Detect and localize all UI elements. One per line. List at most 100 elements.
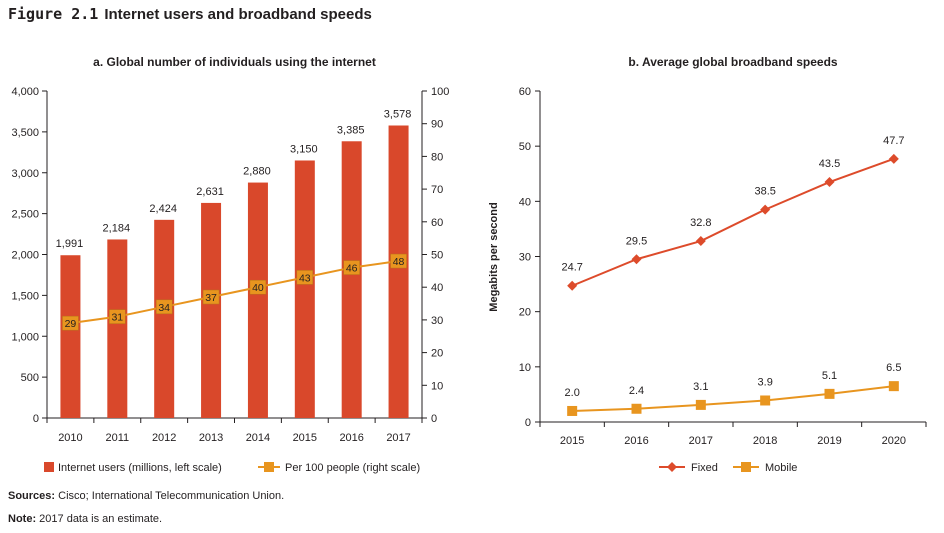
- bar-value-label: 3,150: [290, 143, 318, 155]
- bar-internet-users: [107, 239, 128, 418]
- fixed-marker: [888, 153, 899, 164]
- left-y-tick-label: 2,000: [11, 250, 39, 262]
- per-100-value-label: 34: [158, 302, 170, 314]
- right-y-tick-label: 10: [431, 380, 443, 392]
- bar-internet-users: [60, 255, 81, 418]
- bar-value-label: 2,424: [149, 203, 177, 215]
- panel-b-legend: Fixed Mobile: [659, 462, 797, 474]
- mobile-marker: [695, 399, 706, 410]
- figure-name: Internet users and broadband speeds: [104, 6, 372, 23]
- bar-internet-users: [294, 160, 315, 419]
- bar-value-label: 2,184: [103, 222, 131, 234]
- figure-title: Figure 2.1 Internet users and broadband s…: [8, 5, 372, 23]
- left-y-tick-label: 1,500: [11, 290, 39, 302]
- right-y-tick-label: 30: [431, 315, 443, 327]
- fixed-value-label: 43.5: [819, 158, 840, 170]
- line-fixed: [571, 157, 895, 287]
- mobile-value-label: 2.4: [629, 385, 644, 397]
- x-category-label: 2012: [152, 432, 176, 444]
- fixed-value-label: 47.7: [883, 135, 904, 147]
- left-y-tick-label: 2,500: [11, 209, 39, 221]
- b-y-tick-label: 50: [519, 141, 531, 153]
- b-y-tick-label: 0: [525, 417, 531, 429]
- per-100-marker: [249, 279, 267, 295]
- x-category-label: 2017: [386, 432, 410, 444]
- b-y-tick-label: 40: [519, 196, 531, 208]
- panel-a-title: a. Global number of individuals using th…: [93, 55, 376, 69]
- legend-marker-mobile: [741, 462, 751, 472]
- sources-note: Sources: Cisco; International Telecommun…: [8, 490, 284, 502]
- fixed-marker: [760, 204, 771, 215]
- left-y-tick-label: 4,000: [11, 86, 39, 98]
- per-100-value-label: 48: [393, 256, 405, 268]
- note-text: 2017 data is an estimate.: [39, 513, 163, 525]
- b-y-tick-label: 60: [519, 86, 531, 98]
- b-x-category-label: 2016: [624, 435, 648, 447]
- per-100-marker: [296, 270, 314, 285]
- sources-label: Sources:: [8, 490, 56, 502]
- per-100-value-label: 46: [346, 263, 358, 275]
- right-y-tick-label: 80: [431, 151, 443, 163]
- panel-a-internet-users: a. Global number of individuals using th…: [11, 55, 449, 474]
- x-category-label: 2014: [246, 432, 270, 444]
- x-category-label: 2015: [293, 432, 317, 444]
- b-y-tick-label: 10: [519, 362, 531, 374]
- legend-label-internet-users: Internet users (millions, left scale): [58, 462, 222, 474]
- left-y-tick-label: 0: [33, 413, 39, 425]
- mobile-marker: [760, 395, 771, 406]
- per-100-value-label: 29: [65, 318, 77, 330]
- bar-internet-users: [154, 219, 175, 418]
- legend-swatch-internet-users: [44, 462, 54, 472]
- right-y-tick-label: 0: [431, 413, 437, 425]
- fixed-marker: [567, 280, 578, 291]
- x-category-label: 2010: [58, 432, 82, 444]
- per-100-value-label: 40: [252, 282, 264, 294]
- mobile-value-label: 5.1: [822, 370, 837, 382]
- estimate-note: Note: 2017 data is an estimate.: [8, 513, 162, 525]
- mobile-value-label: 6.5: [886, 362, 901, 374]
- panel-b-broadband-speeds: b. Average global broadband speeds Megabi…: [488, 55, 927, 474]
- bar-value-label: 1,991: [56, 238, 84, 250]
- legend-swatch-per-100: [264, 462, 274, 472]
- bar-value-label: 3,578: [384, 108, 412, 120]
- b-x-category-label: 2017: [689, 435, 713, 447]
- bar-value-label: 2,631: [196, 186, 224, 198]
- legend-label-fixed: Fixed: [691, 462, 718, 474]
- left-y-tick-label: 3,000: [11, 168, 39, 180]
- right-y-tick-label: 50: [431, 250, 443, 262]
- x-category-label: 2011: [105, 432, 129, 444]
- right-y-tick-label: 70: [431, 184, 443, 196]
- right-y-tick-label: 40: [431, 282, 443, 294]
- panel-b-title: b. Average global broadband speeds: [628, 55, 837, 69]
- bar-value-label: 2,880: [243, 166, 271, 178]
- bar-internet-users: [388, 125, 409, 418]
- panel-b-y-axis-label: Megabits per second: [488, 202, 500, 311]
- right-y-tick-label: 90: [431, 119, 443, 131]
- x-category-label: 2013: [199, 432, 223, 444]
- bar-internet-users: [247, 182, 268, 418]
- fixed-marker: [695, 236, 706, 247]
- per-100-value-label: 37: [205, 292, 217, 304]
- note-label: Note:: [8, 513, 37, 525]
- mobile-marker: [631, 403, 642, 414]
- b-x-category-label: 2019: [817, 435, 841, 447]
- b-x-category-label: 2018: [753, 435, 777, 447]
- per-100-marker: [202, 289, 220, 305]
- bar-value-label: 3,385: [337, 124, 365, 136]
- right-y-tick-label: 60: [431, 217, 443, 229]
- mobile-value-label: 3.9: [758, 376, 773, 388]
- sources-text: Cisco; International Telecommunication U…: [58, 490, 285, 502]
- line-mobile: [572, 385, 894, 412]
- x-category-label: 2016: [339, 432, 363, 444]
- fixed-value-label: 38.5: [754, 186, 775, 198]
- mobile-value-label: 2.0: [565, 387, 580, 399]
- mobile-marker: [824, 388, 835, 399]
- mobile-marker: [567, 405, 578, 416]
- mobile-value-label: 3.1: [693, 381, 708, 393]
- right-y-tick-label: 20: [431, 348, 443, 360]
- per-100-marker: [62, 315, 79, 331]
- per-100-marker: [155, 299, 173, 315]
- fixed-marker: [631, 254, 642, 265]
- legend-marker-fixed: [667, 462, 677, 472]
- left-y-tick-label: 1,000: [11, 331, 39, 343]
